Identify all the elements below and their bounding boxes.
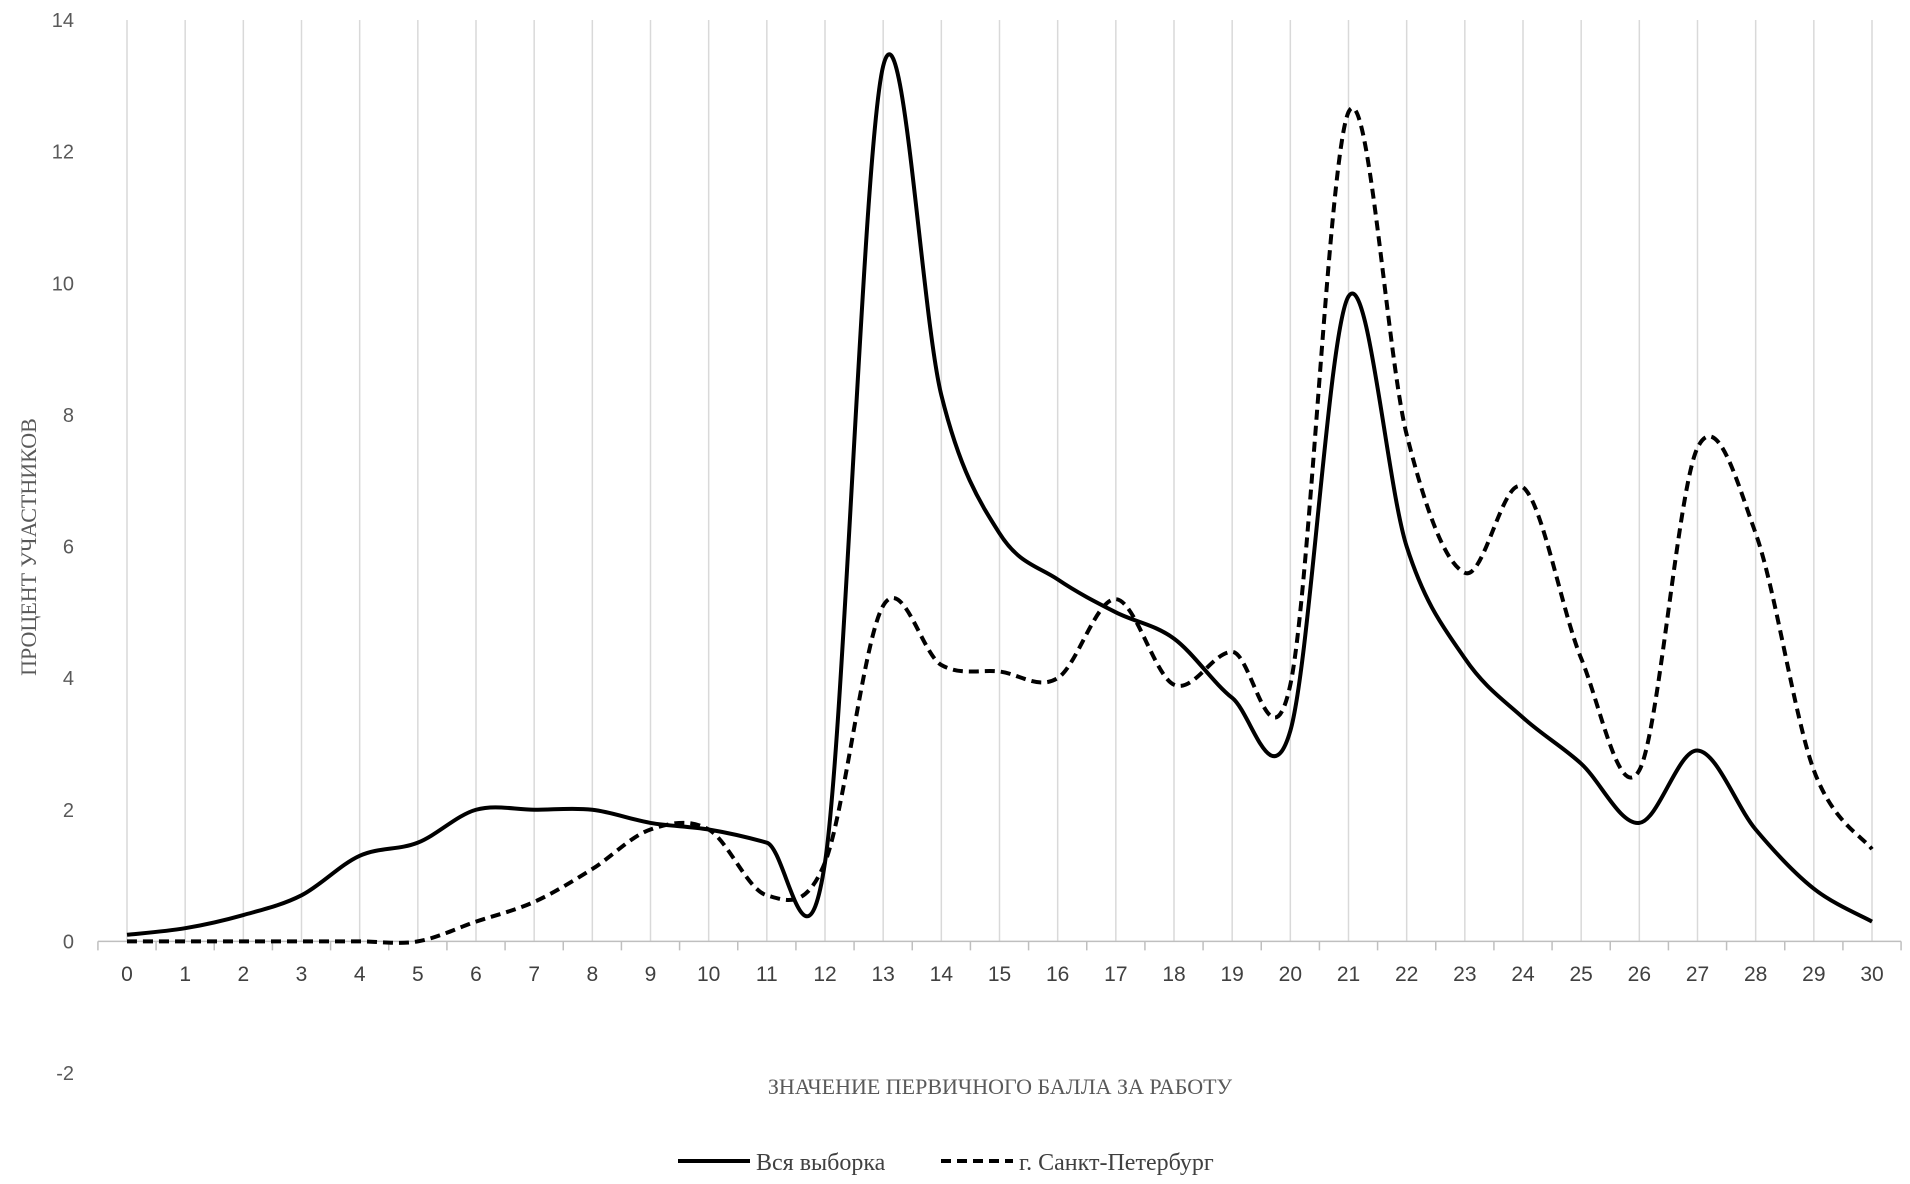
x-tick-label: 28 <box>1744 963 1767 986</box>
x-tick-label: 29 <box>1802 963 1825 986</box>
x-tick-label: 1 <box>179 963 191 986</box>
x-tick-label: 18 <box>1162 963 1185 986</box>
series-line-all-sample <box>126 52 1873 937</box>
x-tick-label: 21 <box>1337 963 1360 986</box>
x-axis-title: ЗНАЧЕНИЕ ПЕРВИЧНОГО БАЛЛА ЗА РАБОТУ <box>768 1074 1233 1099</box>
x-axis-tick-labels: 0 1 2 3 4 5 6 7 8 9 10 11 12 13 14 15 16 17 18 19 20 21 22 23 24… <box>121 963 1884 986</box>
series-lines <box>126 52 1874 945</box>
x-tick-label: 12 <box>813 963 836 986</box>
x-tick-label: 9 <box>645 963 657 986</box>
x-tick-label: 10 <box>697 963 720 986</box>
vertical-gridlines <box>126 20 1873 942</box>
x-tick-label: 20 <box>1279 963 1302 986</box>
legend: Вся выборка г. Санкт-Петербург <box>678 1150 1214 1176</box>
x-tick-label: 22 <box>1395 963 1418 986</box>
legend-item-all-sample: Вся выборка <box>678 1150 886 1176</box>
x-tick-label: 19 <box>1220 963 1243 986</box>
x-axis <box>97 940 1902 951</box>
x-tick-label: 27 <box>1686 963 1709 986</box>
series-line-saint-petersburg <box>127 106 1874 945</box>
x-tick-label: 4 <box>354 963 366 986</box>
y-tick-label: 10 <box>52 273 74 295</box>
y-tick-label: 0 <box>63 931 74 953</box>
x-tick-label: 30 <box>1860 963 1883 986</box>
y-tick-label: 14 <box>52 10 74 32</box>
x-tick-label: 2 <box>237 963 249 986</box>
legend-item-saint-petersburg: г. Санкт-Петербург <box>941 1150 1214 1176</box>
y-axis-title: ПРОЦЕНТ УЧАСТНИКОВ <box>16 418 41 676</box>
x-tick-label: 8 <box>586 963 598 986</box>
y-tick-label: 2 <box>63 800 74 822</box>
x-tick-label: 0 <box>121 963 133 986</box>
legend-label-saint-petersburg: г. Санкт-Петербург <box>1019 1150 1214 1176</box>
y-tick-label: 6 <box>63 537 74 559</box>
y-tick-label: 8 <box>63 405 74 427</box>
x-tick-label: 5 <box>412 963 424 986</box>
y-tick-label: 4 <box>63 668 74 690</box>
x-tick-label: 11 <box>756 963 778 986</box>
x-tick-label: 17 <box>1104 963 1127 986</box>
y-axis-tick-labels: -2 0 2 4 6 8 10 12 14 <box>52 10 74 1085</box>
x-tick-label: 7 <box>528 963 540 986</box>
x-tick-label: 25 <box>1569 963 1592 986</box>
y-tick-label: -2 <box>56 1063 74 1085</box>
x-tick-label: 3 <box>296 963 308 986</box>
x-tick-label: 14 <box>930 963 954 986</box>
x-tick-label: 6 <box>470 963 482 986</box>
x-tick-label: 16 <box>1046 963 1069 986</box>
x-tick-label: 24 <box>1511 963 1535 986</box>
x-tick-label: 15 <box>988 963 1011 986</box>
x-tick-label: 23 <box>1453 963 1476 986</box>
x-tick-label: 26 <box>1628 963 1651 986</box>
legend-label-all-sample: Вся выборка <box>756 1150 886 1176</box>
y-tick-label: 12 <box>52 142 74 164</box>
x-tick-label: 13 <box>871 963 894 986</box>
